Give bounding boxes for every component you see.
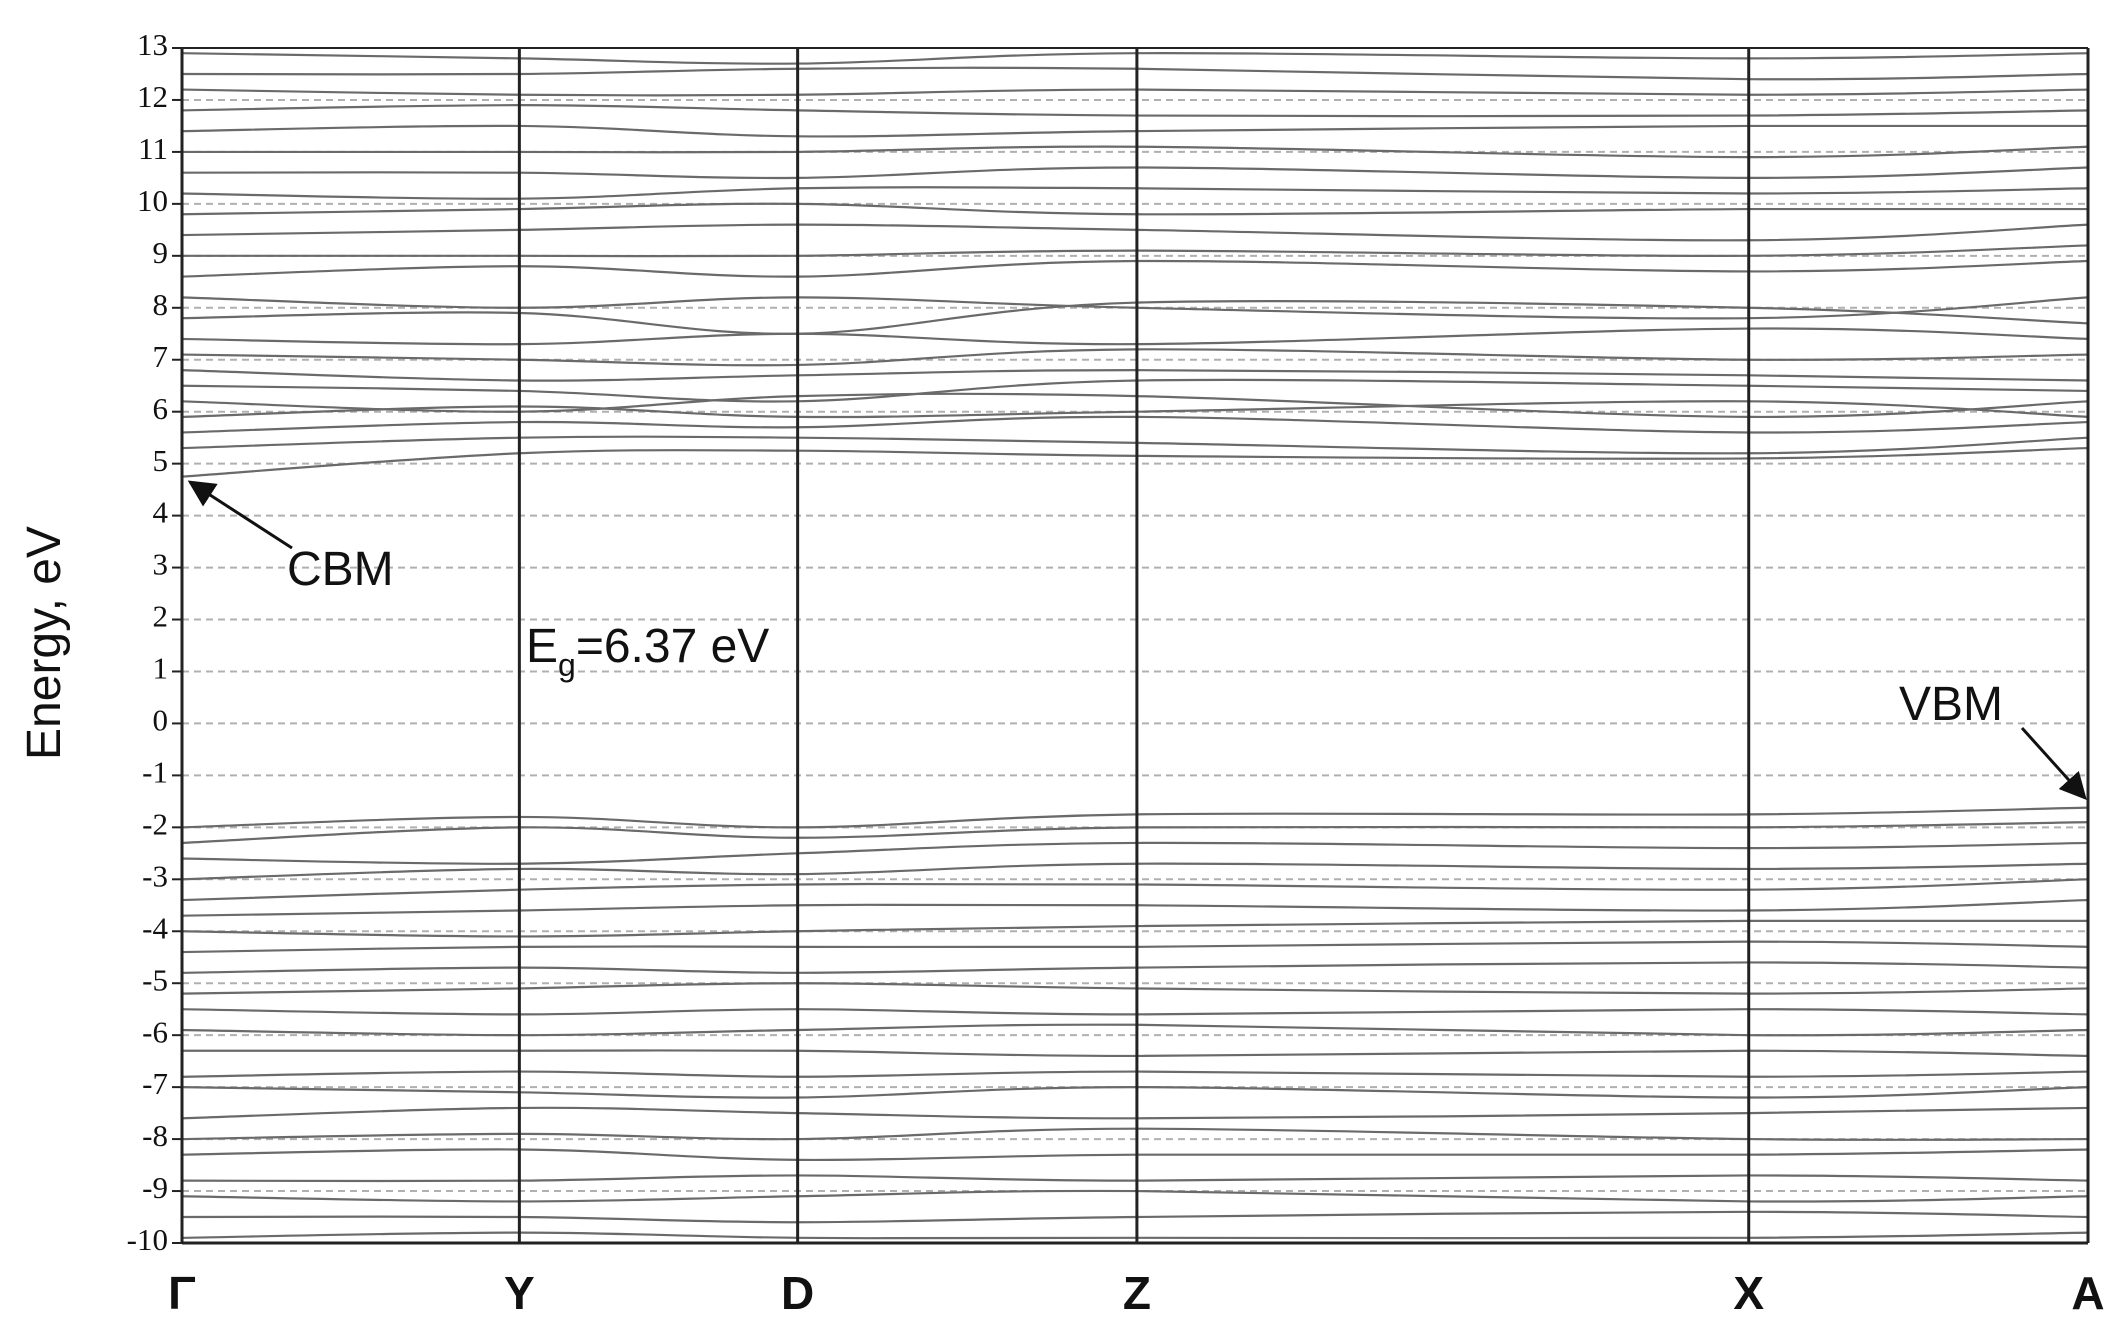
vbm-label: VBM xyxy=(1899,678,2003,731)
band xyxy=(181,202,2089,216)
y-tick-label: 7 xyxy=(153,339,169,374)
y-tick-label: 13 xyxy=(137,27,168,62)
band-gap-label: Eg=6.37 eV xyxy=(526,620,769,683)
band xyxy=(181,961,2089,974)
y-tick-label: 5 xyxy=(153,443,169,478)
band xyxy=(181,1148,2089,1162)
x-tick-label: D xyxy=(781,1267,814,1319)
band xyxy=(181,878,2089,902)
band xyxy=(181,919,2089,938)
band xyxy=(181,1174,2089,1183)
cbm-arrow xyxy=(187,480,293,550)
axes: -10-9-8-7-6-5-4-3-2-1012345678910111213Γ… xyxy=(127,27,2105,1319)
bands xyxy=(181,52,2089,1240)
band xyxy=(181,982,2089,995)
y-tick-label: -6 xyxy=(142,1014,168,1049)
band xyxy=(181,327,2089,346)
y-tick-label: -5 xyxy=(142,962,168,997)
x-tick-label: Γ xyxy=(168,1267,196,1319)
band xyxy=(181,186,2089,200)
band xyxy=(182,1049,2089,1058)
band xyxy=(181,378,2089,403)
y-tick-label: 3 xyxy=(153,547,169,582)
y-tick-label: -1 xyxy=(142,755,168,790)
y-tick-label: -4 xyxy=(142,910,168,945)
y-tick-label: -9 xyxy=(142,1170,168,1205)
band xyxy=(181,88,2089,97)
band xyxy=(181,1189,2089,1203)
band xyxy=(181,435,2089,455)
x-tick-label: Y xyxy=(504,1267,535,1319)
gap-text: =6.37 eV xyxy=(576,620,770,673)
x-tick-label: X xyxy=(1733,1267,1764,1319)
band xyxy=(181,223,2089,242)
band xyxy=(181,415,2089,434)
grid xyxy=(182,47,2088,1244)
band xyxy=(181,104,2089,118)
band xyxy=(181,259,2089,278)
band xyxy=(181,821,2089,845)
y-tick-label: -7 xyxy=(142,1066,168,1101)
y-tick-label: 8 xyxy=(153,287,169,322)
y-tick-label: 11 xyxy=(138,131,168,166)
y-axis-title: Energy, eV xyxy=(18,526,71,760)
band xyxy=(181,1231,2089,1240)
band xyxy=(181,52,2089,65)
band xyxy=(181,299,2089,335)
y-tick-label: 2 xyxy=(153,599,169,634)
y-tick-label: 10 xyxy=(137,183,168,218)
y-tick-label: 9 xyxy=(153,235,169,270)
band xyxy=(181,166,2089,180)
band xyxy=(181,1070,2089,1078)
x-tick-label: A xyxy=(2071,1267,2104,1319)
band xyxy=(181,446,2089,478)
band xyxy=(181,940,2089,954)
y-tick-label: 12 xyxy=(137,79,168,114)
band xyxy=(181,1086,2089,1099)
band xyxy=(181,1008,2089,1016)
y-tick-label: 1 xyxy=(153,651,169,686)
band xyxy=(181,400,2089,419)
band xyxy=(181,392,2089,419)
gap-subscript: g xyxy=(558,647,576,683)
band xyxy=(181,145,2089,159)
y-tick-label: 4 xyxy=(153,495,169,530)
y-tick-label: -2 xyxy=(142,806,168,841)
band xyxy=(181,898,2089,917)
band xyxy=(181,1127,2089,1141)
band xyxy=(181,1106,2089,1120)
band xyxy=(181,1023,2089,1037)
band xyxy=(181,244,2089,258)
band xyxy=(181,841,2089,865)
y-tick-label: 6 xyxy=(153,391,169,426)
band xyxy=(181,348,2089,367)
cbm-label: CBM xyxy=(287,543,394,596)
y-tick-label: 0 xyxy=(153,703,169,738)
band xyxy=(181,806,2089,829)
band xyxy=(181,124,2089,138)
vbm-arrow xyxy=(2020,726,2087,801)
y-tick-label: -10 xyxy=(127,1222,168,1257)
y-tick-label: -3 xyxy=(142,858,168,893)
band xyxy=(181,369,2089,382)
x-tick-label: Z xyxy=(1123,1267,1151,1319)
band xyxy=(181,862,2089,881)
band xyxy=(181,296,2089,320)
y-tick-label: -8 xyxy=(142,1118,168,1153)
band xyxy=(181,1210,2089,1224)
band xyxy=(181,66,2089,81)
gap-symbol: E xyxy=(526,620,558,673)
